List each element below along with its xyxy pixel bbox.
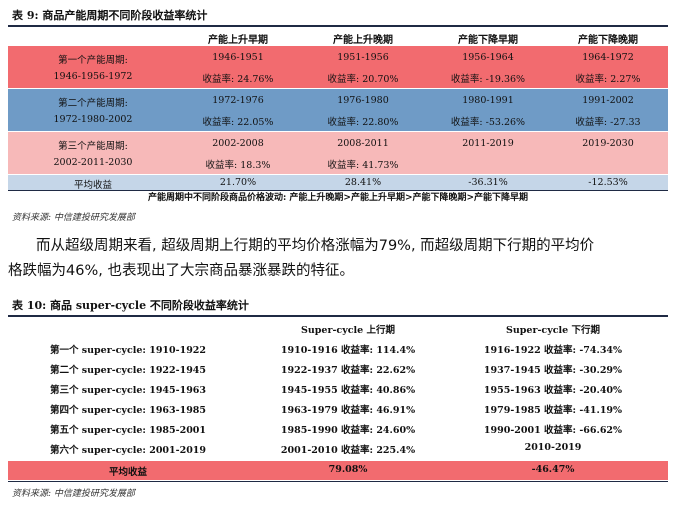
return-cell: 收益率: 24.76%	[202, 74, 274, 85]
period-cell: 1991-2002	[582, 95, 634, 106]
table9-source: 资料来源: 中信建投研究发展部	[12, 213, 135, 223]
average-up-value: 79.08%	[328, 464, 368, 475]
table10-bottom-rule	[8, 481, 668, 482]
row-label: 第六个 super-cycle: 2001-2019	[49, 445, 207, 456]
period-cell: 2008-2011	[337, 138, 389, 149]
row-label: 第二个 super-cycle: 1922-1945	[49, 365, 207, 376]
table10-row: 第一个 super-cycle: 1910-1922 1910-1916 收益率…	[8, 339, 668, 359]
upcycle-cell: 1945-1955 收益率: 40.86%	[280, 385, 416, 396]
return-cell: 收益率: 20.70%	[327, 74, 399, 85]
upcycle-cell: 1922-1937 收益率: 22.62%	[280, 365, 416, 376]
body-paragraph: 而从超级周期来看, 超级周期上行期的平均价格涨幅为79%, 而超级周期下行期的平…	[8, 234, 673, 284]
average-value: -12.53%	[588, 177, 628, 188]
row-label: 第四个 super-cycle: 1963-1985	[49, 405, 207, 416]
upcycle-cell: 2001-2010 收益率: 225.4%	[280, 445, 416, 456]
table10-header-cell: Super-cycle 上行期	[301, 325, 395, 336]
period-cell: 1964-1972	[582, 52, 634, 63]
average-label: 平均收益	[73, 180, 112, 191]
table9-header-cell: 产能上升晚期	[333, 35, 393, 46]
period-cell: 1951-1956	[337, 52, 389, 63]
downcycle-cell: 1979-1985 收益率: -41.19%	[483, 405, 623, 416]
period-cell: 2019-2030	[582, 138, 634, 149]
table9-average-row: 平均收益 21.70% 28.41% -36.31% -12.53%	[8, 175, 668, 191]
table10-top-rule	[8, 315, 668, 317]
return-cell: 收益率: 41.73%	[327, 160, 399, 171]
average-label: 平均收益	[108, 467, 147, 478]
row-sublabel: 1972-1980-2002	[53, 114, 133, 125]
paragraph-line-1: 而从超级周期来看, 超级周期上行期的平均价格涨幅为79%, 而超级周期下行期的平…	[36, 238, 595, 254]
table9-title: 表 9: 商品产能周期不同阶段收益率统计	[12, 9, 208, 22]
downcycle-cell: 1916-1922 收益率: -74.34%	[483, 345, 623, 356]
period-cell: 1976-1980	[337, 95, 389, 106]
table9-row-cycle2: 第二个产能周期: 1972-1980-2002 1972-1976 1976-1…	[8, 89, 668, 131]
table10-source: 资料来源: 中信建投研究发展部	[12, 489, 135, 499]
table9-top-rule	[8, 25, 668, 27]
table10-header-row: Super-cycle 上行期 Super-cycle 下行期	[8, 319, 668, 339]
downcycle-cell: 2010-2019	[524, 442, 582, 453]
table10-row: 第四个 super-cycle: 1963-1985 1963-1979 收益率…	[8, 399, 668, 419]
row-sublabel: 2002-2011-2030	[53, 157, 133, 168]
table9-row-cycle1: 第一个产能周期: 1946-1956-1972 1946-1951 1951-1…	[8, 46, 668, 88]
average-value: -36.31%	[468, 177, 508, 188]
downcycle-cell: 1955-1963 收益率: -20.40%	[483, 385, 623, 396]
return-cell: 收益率: -19.36%	[450, 74, 526, 85]
return-cell: 收益率: 18.3%	[205, 160, 271, 171]
average-down-value: -46.47%	[531, 464, 575, 475]
average-value: 21.70%	[219, 177, 257, 188]
downcycle-cell: 1937-1945 收益率: -30.29%	[483, 365, 623, 376]
table10-row: 第二个 super-cycle: 1922-1945 1922-1937 收益率…	[8, 359, 668, 379]
row-label: 第一个产能周期:	[58, 55, 128, 66]
average-value: 28.41%	[344, 177, 382, 188]
row-label: 第二个产能周期:	[58, 98, 128, 109]
table9-header-cell: 产能下降早期	[458, 35, 518, 46]
return-cell: 收益率: 22.05%	[202, 117, 274, 128]
table9-header-cell: 产能上升早期	[208, 35, 268, 46]
return-cell: 收益率: -53.26%	[450, 117, 526, 128]
return-cell: 收益率: -27.33	[575, 117, 641, 128]
table10-title: 表 10: 商品 super-cycle 不同阶段收益率统计	[12, 299, 249, 312]
upcycle-cell: 1963-1979 收益率: 46.91%	[280, 405, 416, 416]
upcycle-cell: 1910-1916 收益率: 114.4%	[280, 345, 416, 356]
table10-row: 第五个 super-cycle: 1985-2001 1985-1990 收益率…	[8, 419, 668, 439]
period-cell: 2011-2019	[462, 138, 514, 149]
downcycle-cell: 1990-2001 收益率: -66.62%	[483, 425, 623, 436]
table9-header-cell: 产能下降晚期	[578, 35, 638, 46]
row-label: 第三个产能周期:	[58, 141, 128, 152]
table9-header-row: 产能上升早期 产能上升晚期 产能下降早期 产能下降晚期	[8, 29, 668, 46]
upcycle-cell: 1985-1990 收益率: 24.60%	[280, 425, 416, 436]
table10-header-cell: Super-cycle 下行期	[506, 325, 600, 336]
row-label: 第一个 super-cycle: 1910-1922	[49, 345, 207, 356]
table10-row: 第六个 super-cycle: 2001-2019 2001-2010 收益率…	[8, 439, 668, 459]
period-cell: 1980-1991	[462, 95, 514, 106]
period-cell: 1956-1964	[462, 52, 514, 63]
return-cell: 收益率: 2.27%	[575, 74, 641, 85]
period-cell: 1946-1951	[212, 52, 264, 63]
paragraph-line-2: 格跌幅为46%, 也表现出了大宗商品暴涨暴跌的特征。	[8, 263, 354, 279]
table10-row: 第三个 super-cycle: 1945-1963 1945-1955 收益率…	[8, 379, 668, 399]
table9-row-cycle3: 第三个产能周期: 2002-2011-2030 2002-2008 2008-2…	[8, 132, 668, 174]
period-cell: 1972-1976	[212, 95, 264, 106]
row-sublabel: 1946-1956-1972	[53, 71, 133, 82]
period-cell: 2002-2008	[212, 138, 264, 149]
return-cell: 收益率: 22.80%	[327, 117, 399, 128]
row-label: 第三个 super-cycle: 1945-1963	[49, 385, 207, 396]
table10-average-row: 平均收益 79.08% -46.47%	[8, 461, 668, 480]
table9-footer-note: 产能周期中不同阶段商品价格波动: 产能上升晚期>产能上升早期>产能下降晚期>产能…	[8, 190, 668, 205]
row-label: 第五个 super-cycle: 1985-2001	[49, 425, 207, 436]
